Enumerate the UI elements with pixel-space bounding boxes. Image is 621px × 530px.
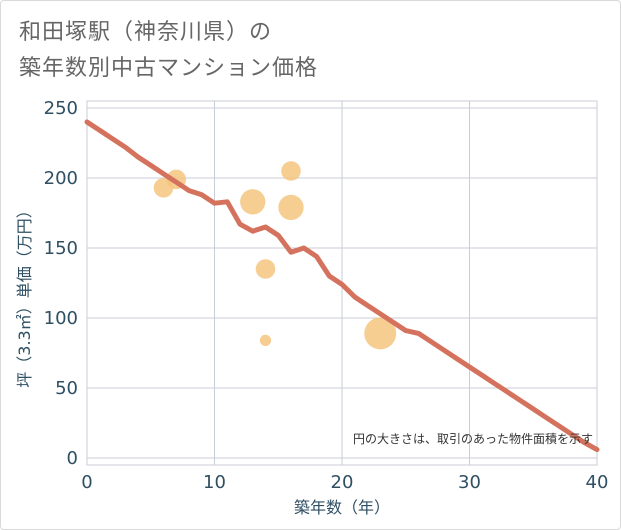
- y-tick-label: 200: [44, 168, 78, 189]
- bubble-point: [364, 317, 397, 350]
- x-tick-label: 40: [586, 472, 609, 493]
- y-tick-label: 100: [44, 308, 78, 329]
- chart-title: 和田塚駅（神奈川県）の 築年数別中古マンション価格: [19, 15, 318, 87]
- y-tick-label: 150: [44, 238, 78, 259]
- y-tick-label: 0: [67, 448, 78, 469]
- trend-series: [84, 119, 600, 453]
- bubble-series: [153, 161, 397, 350]
- chart-title-line-2: 築年数別中古マンション価格: [19, 56, 319, 81]
- y-tick-label: 50: [55, 378, 78, 399]
- bubble-point: [259, 334, 272, 347]
- x-axis-title: 築年数（年）: [294, 498, 390, 517]
- x-axis-ticks: 0 10 20 30 40: [81, 472, 608, 493]
- y-axis-ticks: 0 50 100 150 200 250: [44, 98, 78, 469]
- trend-line: [84, 119, 600, 453]
- bubble-point: [278, 194, 304, 221]
- x-tick-label: 30: [458, 472, 481, 493]
- x-tick-label: 20: [331, 472, 354, 493]
- x-tick-label: 0: [81, 472, 92, 493]
- bubble-point: [255, 259, 276, 279]
- y-axis-title: 坪（3.3㎡）単価（万円）: [15, 202, 34, 387]
- bubble-size-note: 円の大きさは、取引のあった物件面積を示す: [353, 431, 593, 446]
- x-tick-label: 10: [203, 472, 226, 493]
- bubble-point: [281, 161, 301, 181]
- chart-title-line-1: 和田塚駅（神奈川県）の: [19, 20, 273, 45]
- y-tick-label: 250: [44, 98, 78, 119]
- bubble-point: [240, 189, 266, 215]
